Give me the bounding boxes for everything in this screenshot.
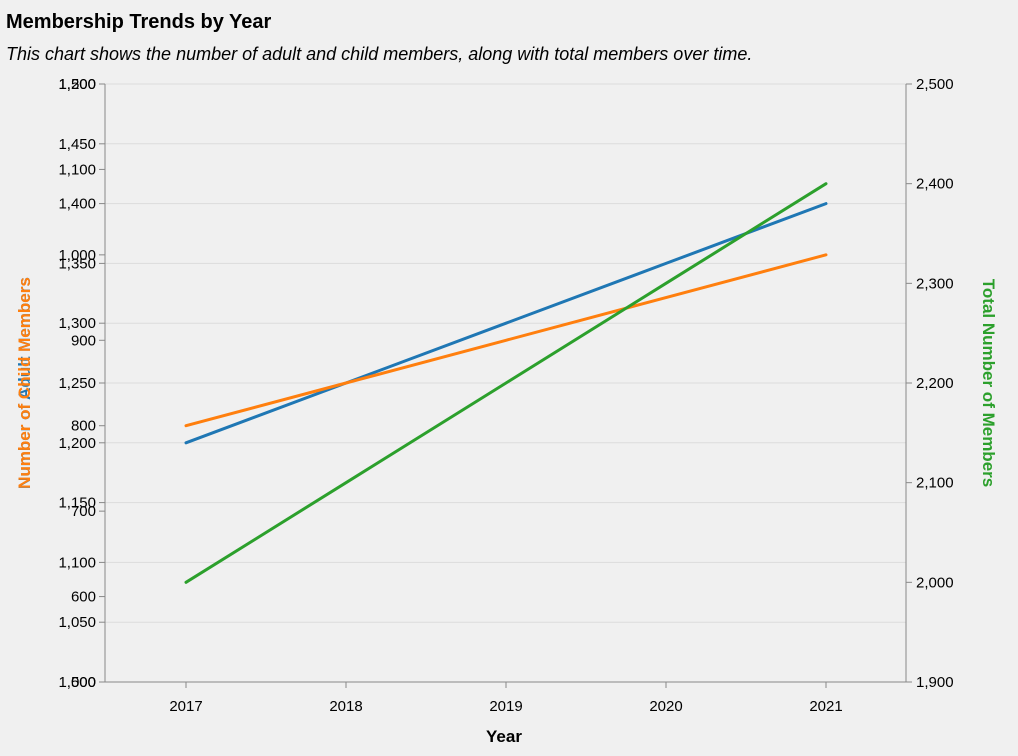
y-tick-label-adult: 1,000 (58, 674, 96, 691)
y-tick-label-child: 1,200 (58, 76, 96, 93)
y-tick-label-total: 2,400 (916, 176, 954, 193)
y-tick-label-child: 500 (71, 674, 96, 691)
axes: 500 600 700 800 900 1,000 1,100 1,200 1,000 1,050… (58, 76, 953, 715)
x-axis-title: Year (486, 727, 522, 746)
y-tick-label-child: 900 (71, 332, 96, 349)
x-tick-label: 2020 (649, 698, 682, 715)
y-tick-label-total: 2,200 (916, 375, 954, 392)
x-tick-label: 2017 (169, 698, 202, 715)
y-tick-label-child: 1,000 (58, 247, 96, 264)
y-tick-label-adult: 1,350 (58, 255, 96, 272)
y-tick-label-total: 2,000 (916, 574, 954, 591)
y-tick-label-adult: 1,400 (58, 196, 96, 213)
y-tick-label-adult: 1,100 (58, 554, 96, 571)
x-tick-label: 2021 (809, 698, 842, 715)
y-tick-label-adult: 1,050 (58, 614, 96, 631)
y-tick-label-adult: 1,150 (58, 495, 96, 512)
y-tick-label-adult: 1,500 (58, 76, 96, 93)
y-tick-label-adult: 1,300 (58, 315, 96, 332)
y-tick-label-child: 600 (71, 589, 96, 606)
y-tick-label-total: 1,900 (916, 674, 954, 691)
y-tick-label-total: 2,100 (916, 475, 954, 492)
y-tick-label-adult: 1,450 (58, 136, 96, 153)
chart-title: Membership Trends by Year (6, 11, 272, 33)
chart-subtitle: This chart shows the number of adult and… (6, 44, 752, 64)
series-lines (184, 182, 828, 584)
y-tick-label-child: 800 (71, 418, 96, 435)
y-tick-label-adult: 1,200 (58, 435, 96, 452)
y-tick-label-child: 700 (71, 503, 96, 520)
x-tick-label: 2019 (489, 698, 522, 715)
x-tick-label: 2018 (329, 698, 362, 715)
y-axis-title-child: Number of Child Members (15, 277, 34, 489)
y-axis-title-adult: Number of Adult Members (15, 277, 34, 489)
series-line-adult (184, 202, 828, 445)
series-line-total (184, 182, 828, 584)
y-tick-label-total: 2,500 (916, 76, 954, 93)
y-axis-title-total: Total Number of Members (979, 279, 998, 487)
y-tick-label-total: 2,300 (916, 275, 954, 292)
series-line-child (184, 253, 828, 428)
y-tick-label-child: 1,100 (58, 161, 96, 178)
y-tick-label-adult: 1,250 (58, 375, 96, 392)
